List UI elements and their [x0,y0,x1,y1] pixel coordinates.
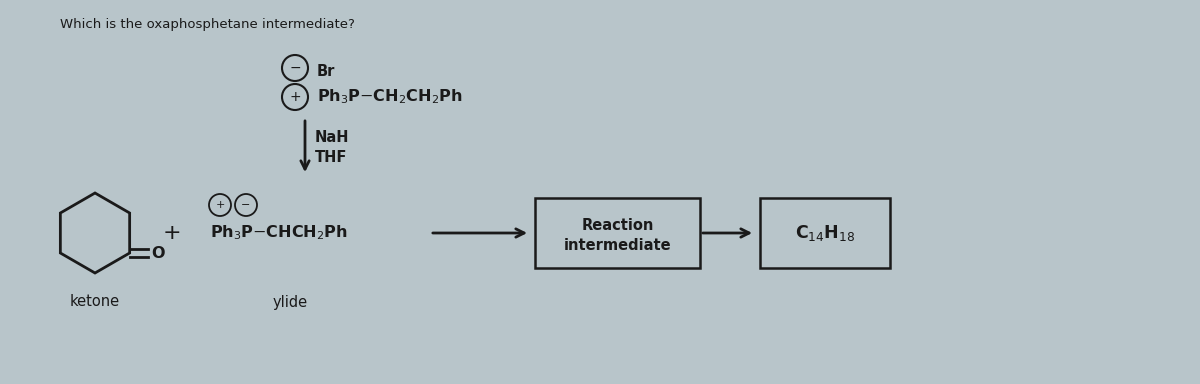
Text: Br: Br [317,63,335,78]
Text: Ph$_3$P$-$CH$_2$CH$_2$Ph: Ph$_3$P$-$CH$_2$CH$_2$Ph [317,88,463,106]
Text: Reaction: Reaction [581,217,654,232]
Text: intermediate: intermediate [564,237,671,253]
Text: +: + [215,200,224,210]
Text: +: + [163,223,181,243]
Text: Ph$_3$P$-$CHCH$_2$Ph: Ph$_3$P$-$CHCH$_2$Ph [210,223,348,242]
Text: ylide: ylide [272,295,307,310]
Text: −: − [289,61,301,75]
Text: THF: THF [314,151,347,166]
Text: +: + [289,90,301,104]
Text: Which is the oxaphosphetane intermediate?: Which is the oxaphosphetane intermediate… [60,18,355,31]
Text: C$_{14}$H$_{18}$: C$_{14}$H$_{18}$ [794,223,856,243]
Text: O: O [151,245,166,260]
Text: −: − [241,200,251,210]
Text: ketone: ketone [70,295,120,310]
Text: NaH: NaH [314,131,349,146]
